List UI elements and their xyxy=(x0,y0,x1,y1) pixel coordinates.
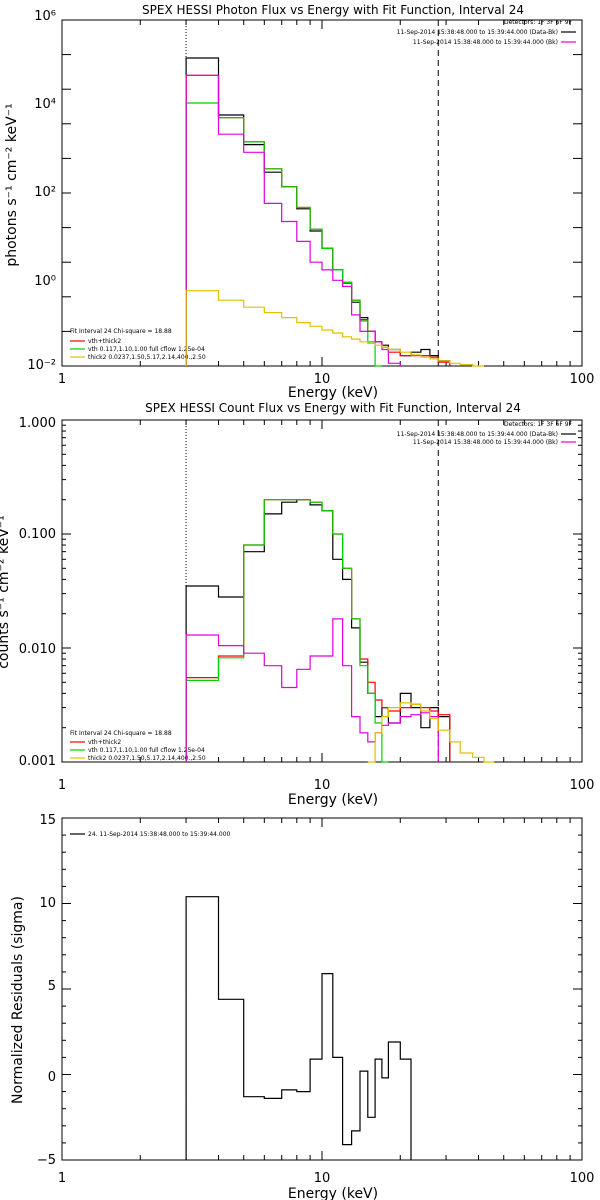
series-vth-line xyxy=(185,499,389,763)
panel3-x-axis-label: Energy (keV) xyxy=(288,1186,378,1200)
series-total_fit-line xyxy=(185,74,451,366)
panel2-legend-bottom-header: Fit Interval 24 Chi-square = 18.88 xyxy=(70,730,172,737)
panel3-y-tick-label: 5 xyxy=(48,979,56,994)
series-data-line xyxy=(185,499,451,762)
photon-flux-panel: SPEX HESSI Photon Flux vs Energy with Fi… xyxy=(4,3,594,401)
panel3-x-tick-label: 1 xyxy=(58,1171,66,1186)
panel1-x-tick-label: 10 xyxy=(314,372,331,387)
panel1-legend-bottom-entry: vth+thick2 xyxy=(88,338,121,345)
panel1-legend-top-entry: 11-Sep-2014 15:38:48.000 to 15:39:44.000… xyxy=(397,29,558,36)
series-vth-line xyxy=(185,102,382,367)
series-bkg-line xyxy=(185,74,401,366)
panel2-legend-top-entry: 11-Sep-2014 15:38:48.000 to 15:39:44.000… xyxy=(397,431,558,438)
panel1-y-tick-label: 10⁻² xyxy=(27,358,56,373)
panel3-x-tick-label: 100 xyxy=(570,1171,595,1186)
panel2-legend-top-header: Detectors: 1F 3F 6F 9F xyxy=(504,421,573,428)
panel2-title: SPEX HESSI Count Flux vs Energy with Fit… xyxy=(145,401,521,415)
panel2-legend-bottom-entry: thick2 0.0237,1.50,5.17,2.14,400.,2.50 xyxy=(88,755,206,762)
panel1-x-tick-label: 1 xyxy=(58,372,66,387)
panel1-y-tick-label: 10² xyxy=(34,185,56,200)
panel2-x-tick-label: 100 xyxy=(570,778,595,793)
panel3-legend-entry: 24. 11-Sep-2014 15:38:48.000 to 15:39:44… xyxy=(88,831,231,838)
panel2-plot xyxy=(61,419,583,763)
panel1-legend-top-header: Detectors: 1F 3F 6F 9F xyxy=(504,19,573,26)
panel1-x-tick-label: 100 xyxy=(570,372,595,387)
panel1-y-axis-label: photons s⁻¹ cm⁻² keV⁻¹ xyxy=(4,103,20,266)
count-flux-panel: SPEX HESSI Count Flux vs Energy with Fit… xyxy=(0,401,594,808)
panel2-y-tick-label: 0.100 xyxy=(19,527,56,542)
panel2-plot-frame xyxy=(61,419,583,763)
panel1-y-tick-label: 10⁴ xyxy=(34,97,56,112)
panel2-x-axis-label: Energy (keV) xyxy=(288,792,378,808)
panel3-y-tick-label: 15 xyxy=(39,813,56,828)
panel1-y-tick-label: 10⁶ xyxy=(34,9,56,24)
panel2-x-tick-label: 1 xyxy=(58,778,66,793)
panel1-legend-bottom-header: Fit Interval 24 Chi-square = 18.88 xyxy=(70,328,172,335)
panel2-legend-top-entry: 11-Sep-2014 15:38:48.000 to 15:39:44.000… xyxy=(413,439,558,446)
panel1-plot xyxy=(61,19,583,367)
panel1-plot-frame xyxy=(61,19,583,367)
panel1-y-tick-label: 10⁰ xyxy=(34,274,56,289)
panel2-y-tick-label: 0.010 xyxy=(19,642,56,657)
series-data-line xyxy=(185,896,412,1160)
series-data-line xyxy=(185,57,451,366)
panel3-x-tick-label: 10 xyxy=(314,1171,331,1186)
series-thick2-line xyxy=(367,702,495,763)
panel2-legend-bottom-entry: vth+thick2 xyxy=(88,739,121,746)
series-total_fit-line xyxy=(185,499,451,762)
panel1-legend-bottom-entry: vth 0.117,1.10,1.00 full cflow 1.25e-04 xyxy=(88,346,205,353)
panel2-y-tick-label: 0.001 xyxy=(19,754,56,769)
panel3-y-axis-label: Normalized Residuals (sigma) xyxy=(10,896,26,1104)
panel1-legend-top-entry: 11-Sep-2014 15:38:48.000 to 15:39:44.000… xyxy=(413,39,558,46)
chart-layer xyxy=(61,19,583,1161)
series-thick2-line xyxy=(185,290,484,367)
panel3-y-tick-label: 10 xyxy=(39,896,56,911)
panel2-y-axis-label: counts s⁻¹ cm⁻² keV⁻¹ xyxy=(0,515,12,669)
panel2-x-tick-label: 10 xyxy=(314,778,331,793)
residuals-panel: Energy (keV) Normalized Residuals (sigma… xyxy=(10,813,594,1200)
series-bkg-line xyxy=(185,618,439,762)
panel2-y-tick-label: 1.000 xyxy=(19,416,56,431)
panel1-title: SPEX HESSI Photon Flux vs Energy with Fi… xyxy=(142,3,524,17)
panel1-x-axis-label: Energy (keV) xyxy=(288,385,378,401)
panel1-legend-bottom-entry: thick2 0.0237,1.50,5.17,2.14,400.,2.50 xyxy=(88,354,206,361)
panel3-y-tick-label: −5 xyxy=(37,1153,56,1168)
panel3-plot xyxy=(61,817,583,1161)
panel3-y-tick-label: 0 xyxy=(48,1070,56,1085)
panel2-legend-bottom-entry: vth 0.117,1.10,1.00 full cflow 1.25e-04 xyxy=(88,747,205,754)
